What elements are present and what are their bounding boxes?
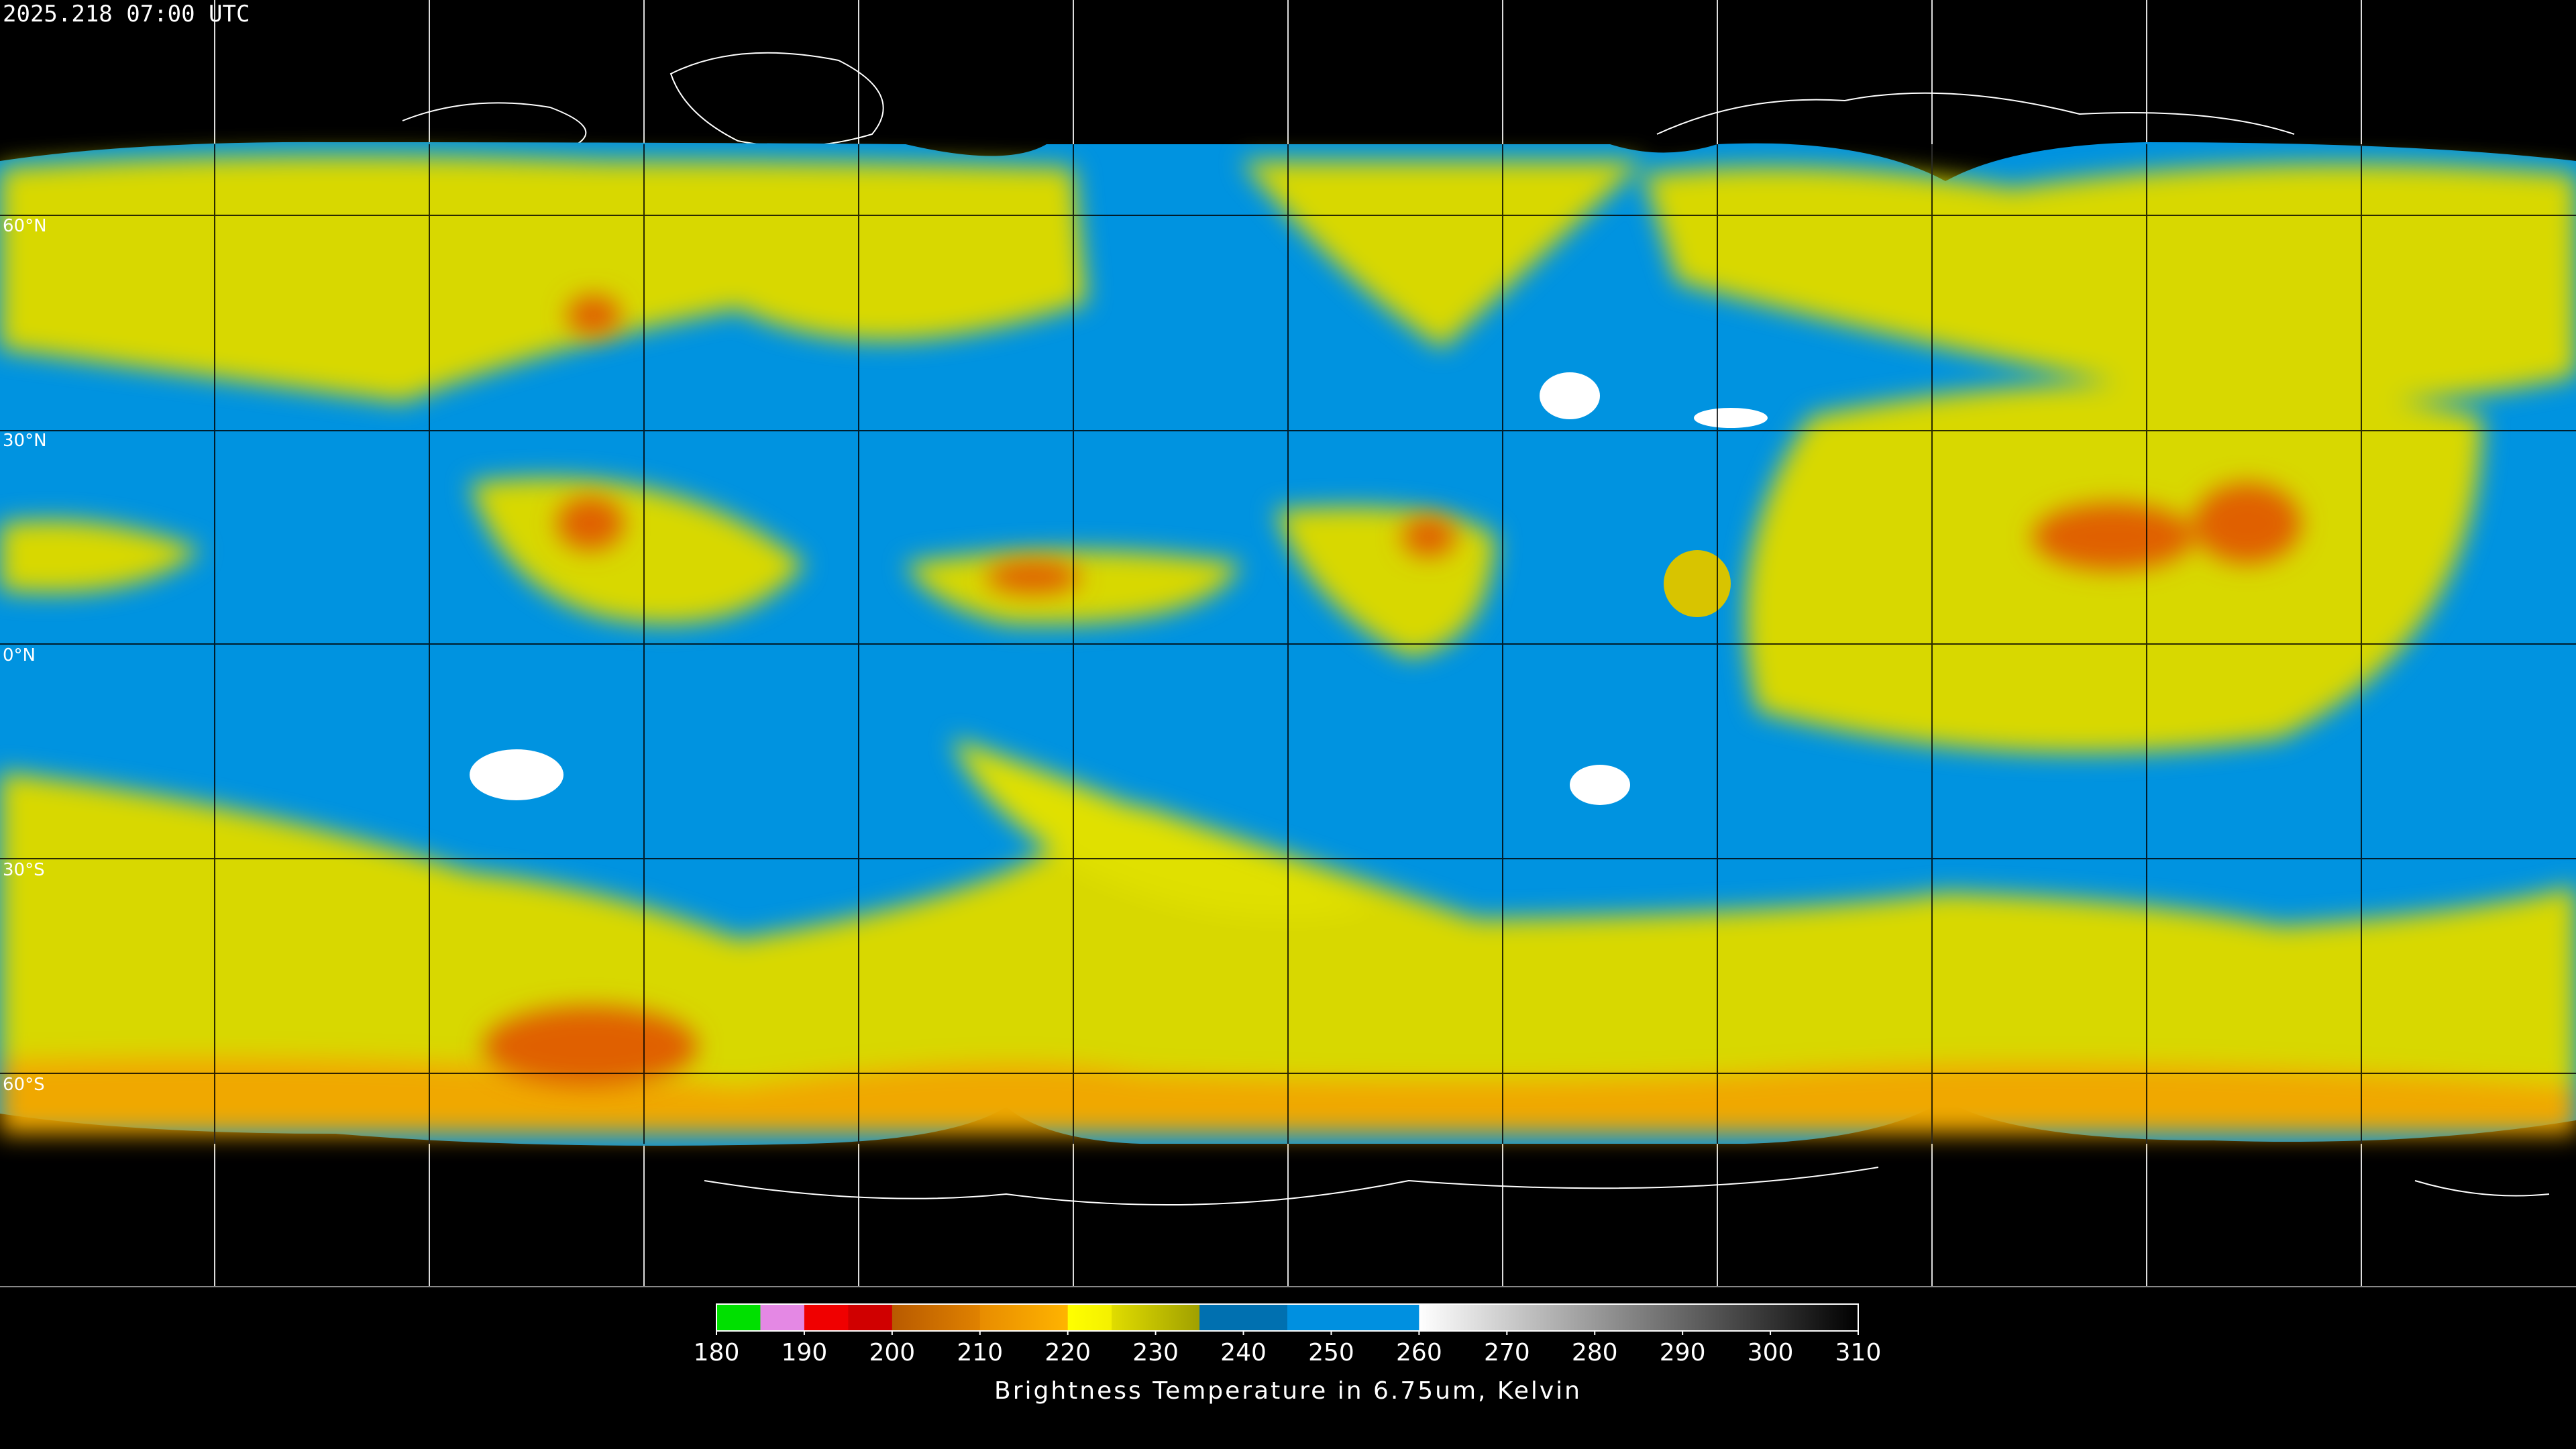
- graticule: [0, 144, 2576, 1144]
- latitude-label: 60°N: [3, 216, 47, 236]
- colorbar-tick-label: 300: [1748, 1339, 1794, 1366]
- colorbar-tick-label: 310: [1835, 1339, 1882, 1366]
- colorbar-segment: [804, 1304, 849, 1331]
- colorbar-tick-label: 190: [782, 1339, 828, 1366]
- colorbar-tick-label: 270: [1484, 1339, 1530, 1366]
- colorbar-segment: [892, 1304, 981, 1331]
- colorbar-title: Brightness Temperature in 6.75um, Kelvin: [994, 1377, 1582, 1405]
- latitude-label: 30°S: [3, 860, 45, 880]
- colorbar-tick-label: 260: [1396, 1339, 1442, 1366]
- latitude-label: 60°S: [3, 1075, 45, 1095]
- colorbar-segment: [848, 1304, 893, 1331]
- colorbar-segment: [1199, 1304, 1288, 1331]
- colorbar-segment: [1112, 1304, 1200, 1331]
- latitude-label: 0°N: [3, 645, 36, 665]
- latitude-label: 30°N: [3, 431, 47, 451]
- colorbar-tick-label: 210: [957, 1339, 1003, 1366]
- colorbar-segment: [760, 1304, 805, 1331]
- latitude-labels: 60°N 30°N 0°N 30°S 60°S: [3, 216, 47, 1095]
- colorbar-segment: [1287, 1304, 1419, 1331]
- colorbar-tick-label: 240: [1220, 1339, 1267, 1366]
- colorbar-tick-label: 180: [694, 1339, 740, 1366]
- colorbar-frame: [716, 1303, 1859, 1332]
- colorbar-segment: [716, 1304, 761, 1331]
- colorbar-tick-label: 230: [1132, 1339, 1179, 1366]
- colorbar-segment: [1067, 1304, 1112, 1331]
- colorbar: 180 190 200 210 220 230 240 250 260 270 280 290 300 3…: [694, 1303, 1882, 1366]
- colorbar-segment: [1419, 1304, 1859, 1331]
- coastlines: [402, 52, 2550, 1205]
- colorbar-tick-label: 220: [1044, 1339, 1091, 1366]
- timestamp: 2025.218 07:00 UTC: [3, 1, 250, 28]
- colorbar-tick-label: 290: [1660, 1339, 1706, 1366]
- colorbar-tick-label: 250: [1308, 1339, 1354, 1366]
- colorbar-tick-label: 280: [1572, 1339, 1618, 1366]
- colorbar-tick-label: 200: [869, 1339, 915, 1366]
- colorbar-segment: [979, 1304, 1069, 1331]
